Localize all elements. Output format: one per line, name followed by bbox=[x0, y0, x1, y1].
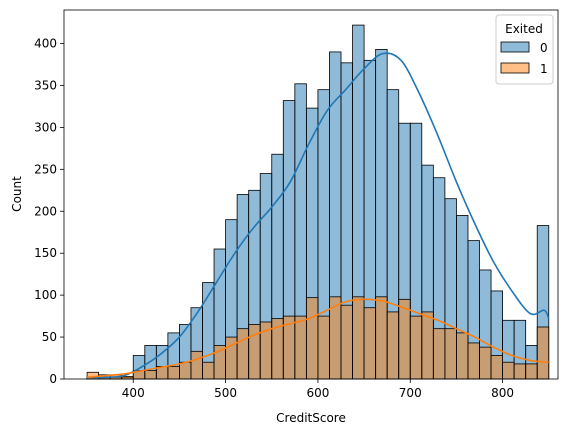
bar-series-1 bbox=[340, 304, 353, 380]
bar-series-1 bbox=[305, 297, 319, 380]
bar-series-1 bbox=[202, 361, 215, 380]
bar-series-1 bbox=[536, 326, 550, 380]
bar-series-1 bbox=[409, 315, 423, 380]
y-tick-label: 150 bbox=[34, 246, 57, 260]
x-tick-label: 600 bbox=[306, 386, 329, 400]
bar-series-1 bbox=[144, 370, 157, 380]
bar-series-1 bbox=[490, 355, 503, 380]
bar-series-1 bbox=[456, 332, 469, 380]
bar-series-1 bbox=[479, 346, 492, 380]
y-tick-label: 100 bbox=[34, 288, 57, 302]
bar-series-1 bbox=[398, 298, 411, 380]
bar-series-1 bbox=[386, 311, 400, 380]
bar-series-1 bbox=[467, 342, 480, 380]
bar-series-1 bbox=[294, 315, 307, 380]
bar-series-1 bbox=[167, 366, 180, 380]
kde-lines bbox=[87, 52, 550, 379]
y-tick-label: 0 bbox=[49, 372, 57, 386]
y-tick-label: 300 bbox=[34, 120, 57, 134]
bar-series-1 bbox=[352, 296, 365, 380]
y-tick-label: 250 bbox=[34, 162, 57, 176]
legend: Exited 0 1 bbox=[495, 14, 554, 85]
bar-series-1 bbox=[375, 296, 388, 380]
x-tick-label: 800 bbox=[491, 386, 514, 400]
series-0-bars bbox=[86, 24, 550, 380]
x-axis-label: CreditScore bbox=[276, 411, 346, 425]
plot-frame bbox=[63, 9, 559, 380]
kde-line-series-1 bbox=[87, 298, 549, 379]
bar-series-1 bbox=[502, 361, 515, 380]
kde-line-series-0 bbox=[87, 52, 550, 379]
bar-series-1 bbox=[363, 307, 377, 380]
x-axis-ticks: 400 500 600 700 800 bbox=[122, 379, 514, 400]
y-tick-label: 350 bbox=[34, 78, 57, 92]
x-tick-label: 700 bbox=[399, 386, 422, 400]
bar-series-1 bbox=[179, 361, 192, 380]
legend-swatch-0 bbox=[500, 41, 530, 53]
legend-label-0: 0 bbox=[540, 41, 548, 55]
legend-label-1: 1 bbox=[540, 62, 548, 76]
legend-title: Exited bbox=[505, 22, 543, 36]
x-tick-label: 500 bbox=[214, 386, 237, 400]
y-axis-ticks: 0 50 100 150 200 250 300 350 400 bbox=[34, 37, 64, 386]
y-tick-label: 50 bbox=[42, 330, 57, 344]
x-tick-label: 400 bbox=[122, 386, 145, 400]
bar-series-1 bbox=[190, 350, 203, 380]
y-tick-label: 400 bbox=[34, 37, 57, 51]
bar-series-1 bbox=[421, 311, 434, 380]
y-axis-label: Count bbox=[10, 176, 24, 212]
bar-series-1 bbox=[432, 328, 446, 380]
bar-series-1 bbox=[525, 363, 538, 380]
bar-series-1 bbox=[317, 315, 330, 380]
bar-series-1 bbox=[513, 363, 527, 380]
y-tick-label: 200 bbox=[34, 204, 57, 218]
legend-swatch-1 bbox=[500, 62, 530, 74]
bar-series-1 bbox=[444, 328, 457, 380]
bar-series-1 bbox=[236, 328, 250, 380]
